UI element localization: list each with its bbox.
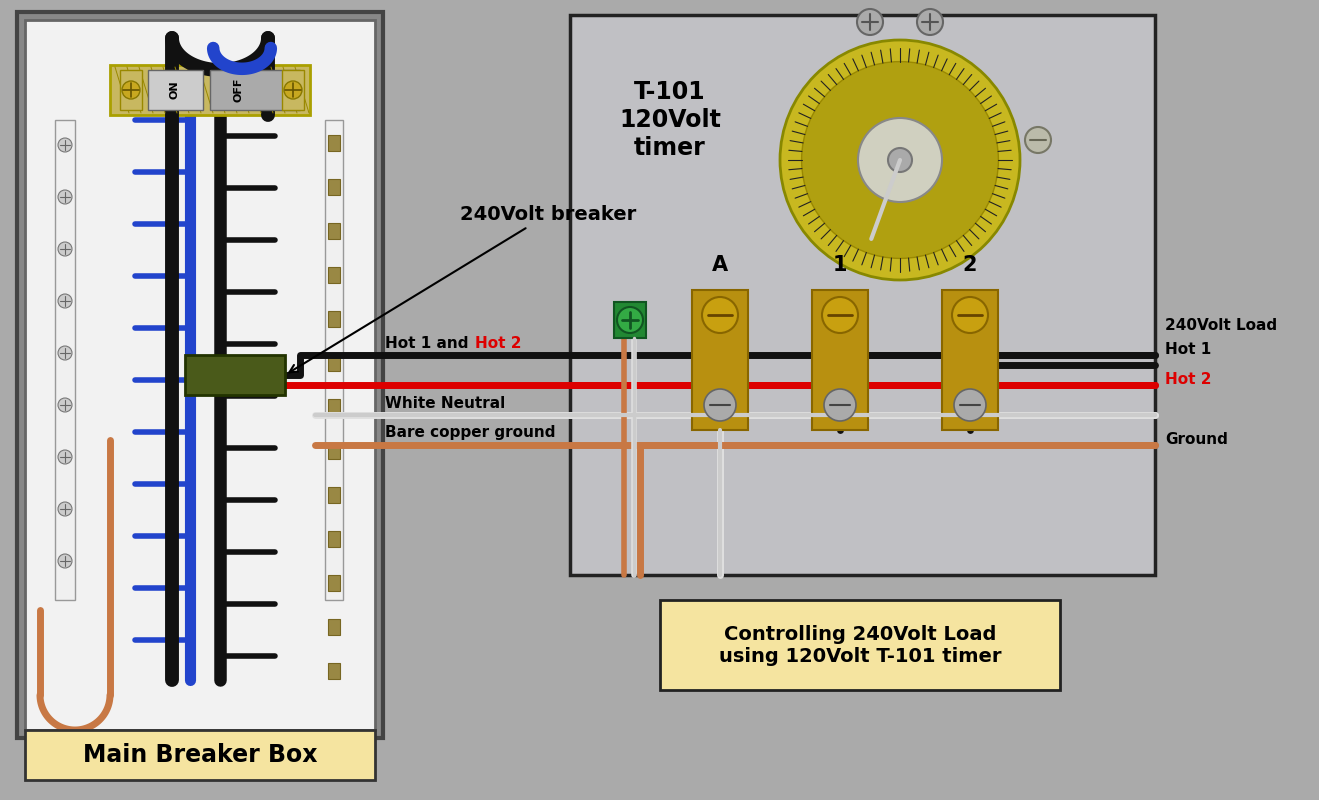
Circle shape	[952, 297, 988, 333]
Circle shape	[284, 81, 302, 99]
Circle shape	[702, 297, 739, 333]
Bar	[328, 179, 340, 195]
Circle shape	[58, 502, 73, 516]
Text: 1: 1	[832, 255, 847, 275]
Circle shape	[857, 118, 942, 202]
Bar	[813, 290, 868, 430]
Bar	[55, 120, 75, 600]
Circle shape	[58, 242, 73, 256]
Bar	[328, 223, 340, 239]
Circle shape	[58, 346, 73, 360]
Bar	[185, 355, 285, 395]
Bar	[328, 487, 340, 503]
Text: Ground: Ground	[1165, 433, 1228, 447]
Bar	[942, 290, 998, 430]
Bar	[324, 120, 343, 600]
Bar	[692, 290, 748, 430]
Circle shape	[780, 40, 1020, 280]
Text: A: A	[712, 255, 728, 275]
Circle shape	[802, 62, 998, 258]
Bar	[328, 267, 340, 283]
Text: 240Volt breaker: 240Volt breaker	[289, 205, 636, 372]
Bar	[328, 619, 340, 635]
Bar	[328, 443, 340, 459]
Bar	[120, 70, 142, 110]
Text: ON: ON	[170, 81, 179, 99]
Circle shape	[1025, 127, 1051, 153]
Circle shape	[58, 450, 73, 464]
Text: 240Volt Load: 240Volt Load	[1165, 318, 1277, 333]
Circle shape	[58, 398, 73, 412]
Bar	[210, 70, 299, 110]
Circle shape	[917, 9, 943, 35]
Bar	[109, 65, 310, 115]
Circle shape	[58, 294, 73, 308]
Text: Hot 1 and: Hot 1 and	[385, 335, 474, 350]
Bar	[25, 730, 375, 780]
Circle shape	[954, 389, 987, 421]
Circle shape	[58, 138, 73, 152]
Bar	[25, 20, 375, 730]
Bar	[328, 531, 340, 547]
Bar	[660, 600, 1060, 690]
Circle shape	[888, 148, 911, 172]
Bar	[148, 70, 203, 110]
Bar	[615, 302, 646, 338]
Bar	[328, 311, 340, 327]
Text: Hot 2: Hot 2	[1165, 373, 1211, 387]
Circle shape	[121, 81, 140, 99]
Text: Hot 2: Hot 2	[475, 335, 521, 350]
Circle shape	[617, 307, 642, 333]
Text: Controlling 240Volt Load
using 120Volt T-101 timer: Controlling 240Volt Load using 120Volt T…	[719, 625, 1001, 666]
Bar	[328, 399, 340, 415]
Circle shape	[704, 389, 736, 421]
Text: T-101
120Volt
timer: T-101 120Volt timer	[619, 80, 721, 160]
Bar	[282, 70, 303, 110]
Bar	[328, 355, 340, 371]
Text: Main Breaker Box: Main Breaker Box	[83, 743, 318, 767]
Circle shape	[857, 9, 882, 35]
Bar	[17, 12, 383, 738]
Text: OFF: OFF	[233, 78, 243, 102]
Circle shape	[822, 297, 857, 333]
Circle shape	[58, 190, 73, 204]
Bar	[328, 575, 340, 591]
Circle shape	[824, 389, 856, 421]
Bar	[570, 15, 1155, 575]
Text: Bare copper ground: Bare copper ground	[385, 426, 555, 441]
Circle shape	[58, 554, 73, 568]
Bar	[328, 135, 340, 151]
Text: Hot 1: Hot 1	[1165, 342, 1211, 358]
Bar	[328, 663, 340, 679]
Text: White Neutral: White Neutral	[385, 395, 505, 410]
Text: 2: 2	[963, 255, 977, 275]
